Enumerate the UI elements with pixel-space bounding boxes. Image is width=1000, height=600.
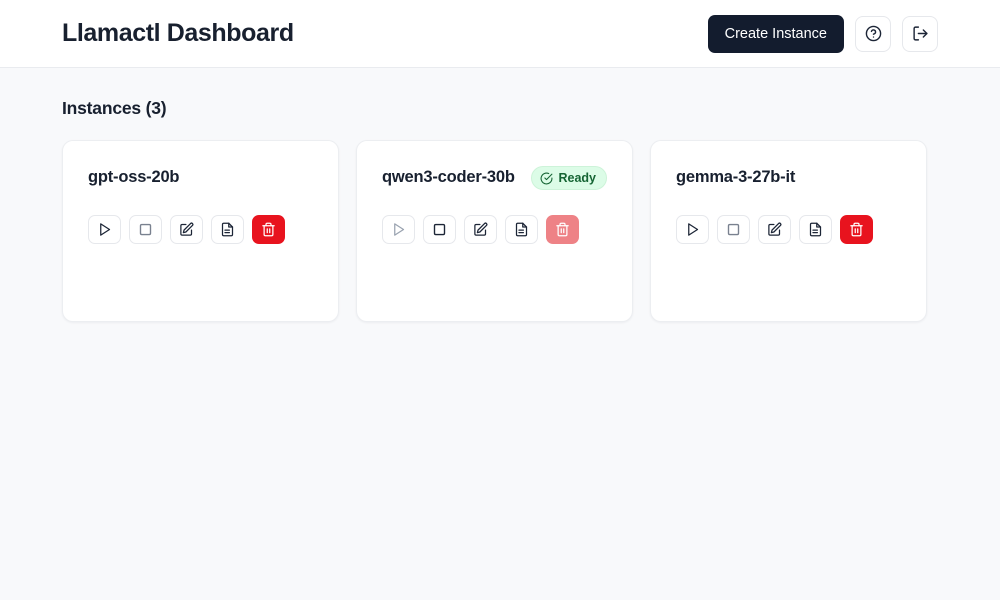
stop-square-icon	[138, 222, 153, 237]
check-circle-icon	[540, 172, 553, 185]
view-logs-button[interactable]	[211, 215, 244, 244]
edit-instance-button[interactable]	[464, 215, 497, 244]
instance-actions	[382, 215, 607, 244]
log-out-icon	[912, 25, 929, 42]
app-header: Llamactl Dashboard Create Instance	[0, 0, 1000, 68]
main-content: Instances (3) gpt-oss-20b	[0, 68, 1000, 322]
instance-card-header: gemma-3-27b-it	[676, 165, 901, 191]
instance-name: gemma-3-27b-it	[676, 168, 796, 187]
trash-icon	[261, 222, 276, 237]
stop-instance-button[interactable]	[423, 215, 456, 244]
instances-grid: gpt-oss-20b	[62, 140, 938, 322]
stop-square-icon	[726, 222, 741, 237]
edit-pencil-icon	[473, 222, 488, 237]
document-logs-icon	[808, 222, 823, 237]
instance-card[interactable]: qwen3-coder-30b Ready	[356, 140, 633, 322]
instance-actions	[676, 215, 901, 244]
start-instance-button[interactable]	[88, 215, 121, 244]
delete-instance-button[interactable]	[840, 215, 873, 244]
start-instance-button[interactable]	[676, 215, 709, 244]
play-icon	[97, 222, 112, 237]
document-logs-icon	[220, 222, 235, 237]
edit-pencil-icon	[767, 222, 782, 237]
document-logs-icon	[514, 222, 529, 237]
status-badge-label: Ready	[558, 171, 596, 185]
instance-card[interactable]: gemma-3-27b-it	[650, 140, 927, 322]
edit-instance-button[interactable]	[170, 215, 203, 244]
header-actions: Create Instance	[707, 14, 938, 53]
instance-name: gpt-oss-20b	[88, 168, 180, 187]
logout-button[interactable]	[902, 15, 938, 52]
instance-card[interactable]: gpt-oss-20b	[62, 140, 339, 322]
play-icon	[685, 222, 700, 237]
delete-instance-button[interactable]	[252, 215, 285, 244]
instance-card-header: gpt-oss-20b	[88, 165, 313, 191]
instances-section-title: Instances (3)	[62, 98, 167, 118]
instance-actions	[88, 215, 313, 244]
instance-card-header: qwen3-coder-30b Ready	[382, 165, 607, 191]
start-instance-button	[382, 215, 415, 244]
status-badge: Ready	[531, 166, 607, 190]
delete-instance-button	[546, 215, 579, 244]
help-button[interactable]	[855, 15, 891, 52]
play-icon	[391, 222, 406, 237]
edit-pencil-icon	[179, 222, 194, 237]
page-title: Llamactl Dashboard	[62, 19, 294, 47]
view-logs-button[interactable]	[505, 215, 538, 244]
help-circle-icon	[865, 25, 882, 42]
stop-square-icon	[432, 222, 447, 237]
view-logs-button[interactable]	[799, 215, 832, 244]
instance-name: qwen3-coder-30b	[382, 168, 515, 187]
create-instance-button[interactable]: Create Instance	[707, 14, 844, 53]
trash-icon	[555, 222, 570, 237]
stop-instance-button[interactable]	[129, 215, 162, 244]
trash-icon	[849, 222, 864, 237]
stop-instance-button[interactable]	[717, 215, 750, 244]
edit-instance-button[interactable]	[758, 215, 791, 244]
